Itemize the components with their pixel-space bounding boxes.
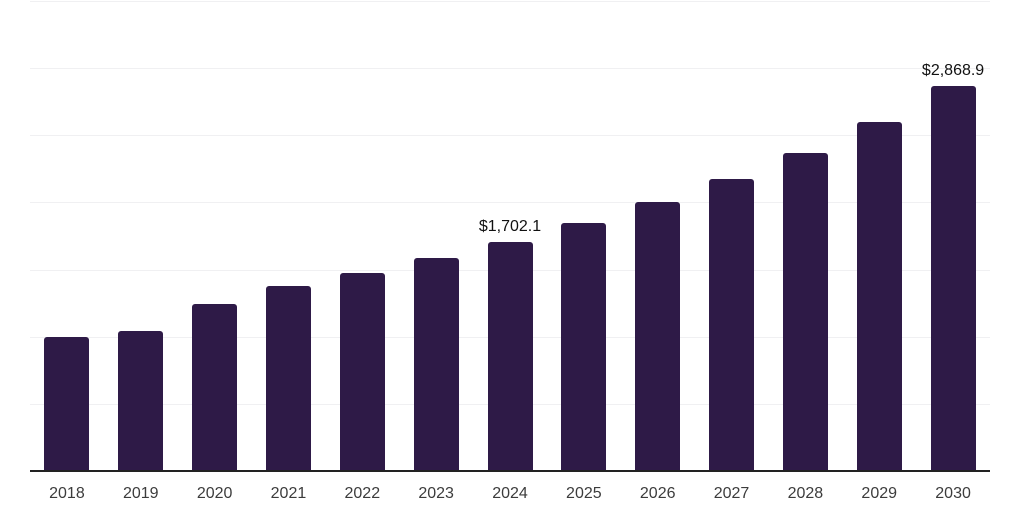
gridline-3500 xyxy=(30,1,990,2)
x-tick-2025: 2025 xyxy=(566,485,602,502)
bar-2025 xyxy=(561,222,607,471)
bar-2021 xyxy=(265,285,311,471)
bar-2030 xyxy=(930,85,976,471)
x-tick-2024: 2024 xyxy=(492,485,528,502)
x-tick-2023: 2023 xyxy=(418,485,454,502)
bar-2020 xyxy=(192,304,238,471)
bar-2023 xyxy=(413,258,459,471)
bar-2028 xyxy=(782,152,828,471)
bar-2026 xyxy=(635,202,681,471)
x-tick-2027: 2027 xyxy=(713,485,750,502)
bar-2024 xyxy=(487,242,533,471)
x-tick-2026: 2026 xyxy=(639,485,676,502)
bar-2029 xyxy=(856,122,902,471)
x-tick-2030: 2030 xyxy=(935,485,971,502)
gridline-2500 xyxy=(30,135,990,137)
x-tick-2028: 2028 xyxy=(787,485,824,502)
gridline-3000 xyxy=(30,68,990,70)
bar-2027 xyxy=(709,179,755,471)
bar-2018 xyxy=(44,337,90,471)
x-tick-2018: 2018 xyxy=(49,485,85,502)
x-tick-2022: 2022 xyxy=(344,485,381,502)
value-label-2030: $2,868.9 xyxy=(921,61,985,79)
gridline-2000 xyxy=(30,202,990,204)
x-tick-2029: 2029 xyxy=(861,485,898,502)
x-axis-line xyxy=(30,470,990,472)
bar-2019 xyxy=(118,330,164,471)
x-tick-2019: 2019 xyxy=(122,485,159,502)
x-tick-2020: 2020 xyxy=(196,485,233,502)
x-tick-2021: 2021 xyxy=(270,485,307,502)
value-label-2024: $1,702.1 xyxy=(478,218,542,236)
bar-2022 xyxy=(339,273,385,471)
